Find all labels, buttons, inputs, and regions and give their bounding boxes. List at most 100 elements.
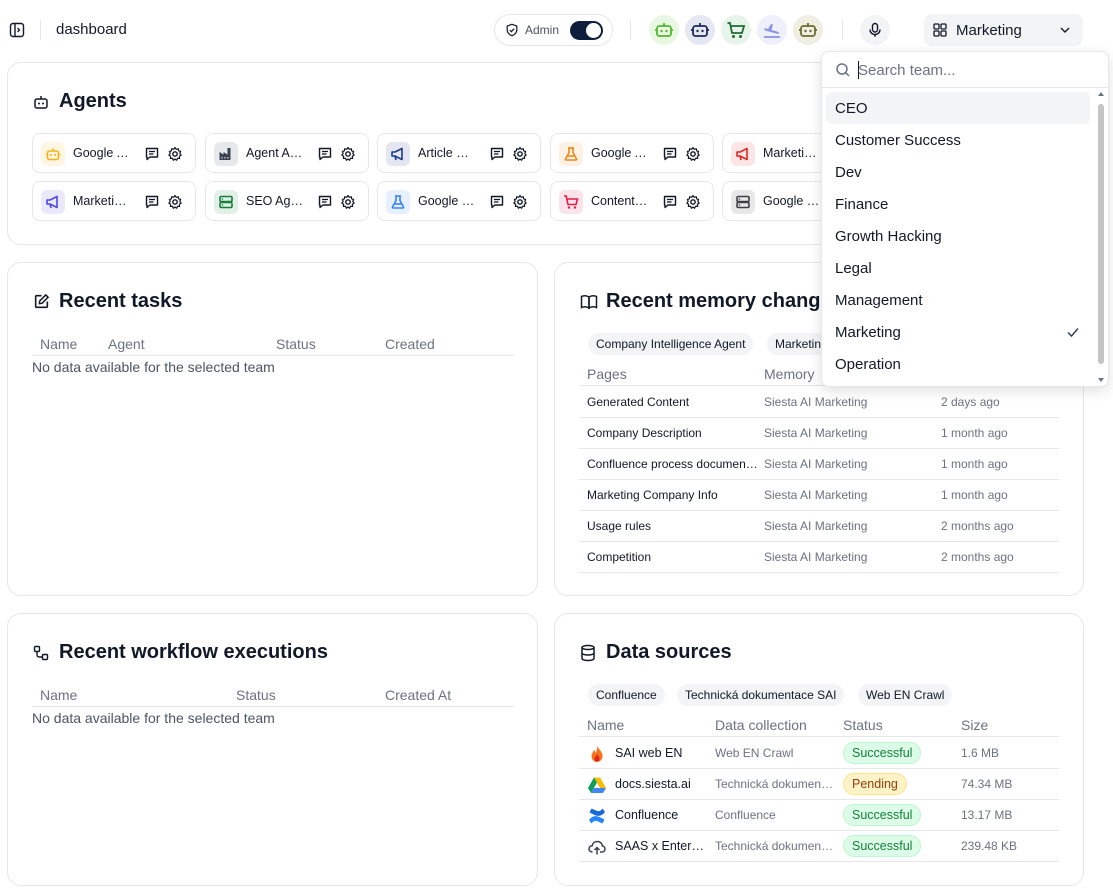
table-row[interactable]: Company Description Siesta AI Marketing 1 … [579,418,1059,449]
agent-name: Google Analytics [591,146,649,160]
column-header[interactable]: Pages [587,366,627,382]
agent-avatar-robot-olive[interactable] [793,15,823,45]
agent-chip[interactable]: Google Ads Agent [32,133,196,173]
memory-page: Company Description [587,426,702,440]
memory-name: Siesta AI Marketing [764,426,868,440]
chat-icon[interactable] [662,146,678,162]
memory-tag[interactable]: Company Intelligence Agent [588,333,754,355]
column-header[interactable]: Created [385,336,435,352]
agent-name: Google Ads Agent [73,146,131,160]
team-option[interactable]: Growth Hacking [826,220,1090,252]
data-source-name: SAAS x Enterprise [615,839,710,853]
agent-chip[interactable]: Marketing Researcher [32,181,196,221]
server-icon [731,190,755,214]
agent-chip[interactable]: Google Search Console [377,181,541,221]
chat-icon[interactable] [144,146,160,162]
memory-name: Siesta AI Marketing [764,519,868,533]
chat-icon[interactable] [662,194,678,210]
gear-icon[interactable] [167,194,183,210]
team-search-input[interactable] [858,60,1088,80]
scroll-down-icon[interactable] [1097,376,1105,384]
column-header[interactable]: Status [276,336,316,352]
sidebar-toggle-icon[interactable] [9,22,25,38]
memory-name: Siesta AI Marketing [764,550,868,564]
column-header[interactable]: Size [961,717,989,733]
server-icon [214,190,238,214]
data-collection: Technická dokumentace SAI [715,777,835,791]
gear-icon[interactable] [512,146,528,162]
memory-time: 2 months ago [941,519,1014,533]
agent-chip[interactable]: Article Reviewer [377,133,541,173]
admin-switch[interactable] [570,21,603,40]
microphone-button[interactable] [860,15,890,45]
header-divider [630,20,631,40]
agent-chip[interactable]: Google Analytics [550,133,714,173]
column-header[interactable]: Data collection [715,717,807,733]
memory-tag[interactable]: Marketing [767,333,836,355]
table-row[interactable]: Confluence process documentation Siesta A… [579,449,1059,480]
gear-icon[interactable] [685,146,701,162]
data-source-tag[interactable]: Technická dokumentace SAI [677,684,845,706]
table-row[interactable]: Marketing Company Info Siesta AI Marketin… [579,480,1059,511]
team-option[interactable]: Marketing [826,316,1090,348]
agent-avatar-plane[interactable] [757,15,787,45]
table-row[interactable]: Confluence Confluence Successful 13.17 MB [579,800,1059,831]
team-option-label: Management [835,291,923,309]
column-header[interactable]: Name [40,336,78,352]
agent-avatar-cart[interactable] [721,15,751,45]
gear-icon[interactable] [340,194,356,210]
column-header[interactable]: Created At [385,687,452,703]
chat-icon[interactable] [144,194,160,210]
team-dropdown: CEO Customer Success Dev Finance Growth Hack… [821,51,1109,387]
gear-icon[interactable] [340,146,356,162]
column-header[interactable]: Name [40,687,78,703]
dropdown-scrollbar[interactable] [1096,90,1106,386]
column-header[interactable]: Status [843,717,883,733]
team-option[interactable]: Finance [826,188,1090,220]
team-option-label: Legal [835,259,872,277]
team-option[interactable]: CEO [826,92,1090,124]
chat-icon[interactable] [317,146,333,162]
admin-toggle[interactable]: Admin [494,14,613,46]
data-source-tag[interactable]: Confluence [588,684,665,706]
team-option[interactable]: Management [826,284,1090,316]
agent-chip[interactable]: SEO Agent [205,181,369,221]
team-option[interactable]: Dev [826,156,1090,188]
agent-chip[interactable]: Content Creator [550,181,714,221]
agent-avatar-robot-green[interactable] [649,15,679,45]
recent-workflows-title: Recent workflow executions [59,641,328,663]
team-option[interactable]: Customer Success [826,124,1090,156]
robot-icon [655,23,673,37]
table-row[interactable]: Usage rules Siesta AI Marketing 2 months a… [579,511,1059,542]
robot-icon [691,23,709,37]
chat-icon[interactable] [489,146,505,162]
gear-icon[interactable] [512,194,528,210]
table-row[interactable]: docs.siesta.ai Technická dokumentace SAI P… [579,769,1059,800]
table-row[interactable]: Competition Siesta AI Marketing 2 months a… [579,542,1059,573]
scrollbar-thumb[interactable] [1098,104,1104,364]
data-source-tag[interactable]: Web EN Crawl [858,684,953,706]
chevron-down-icon [1060,27,1070,33]
confluence-icon [587,806,607,826]
table-row[interactable]: Generated Content Siesta AI Marketing 2 da… [579,387,1059,418]
status-badge: Successful [843,742,922,764]
agent-chip[interactable]: Agent Architect [205,133,369,173]
table-row[interactable]: SAI web EN Web EN Crawl Successful 1.6 MB [579,738,1059,769]
team-option[interactable]: Legal [826,252,1090,284]
memory-page: Generated Content [587,395,690,409]
team-option[interactable]: Operation [826,348,1090,380]
gear-icon[interactable] [685,194,701,210]
data-source-name: SAI web EN [615,746,683,760]
column-header[interactable]: Name [587,717,625,733]
agent-name: Content Creator [591,194,649,208]
team-select[interactable]: Marketing [924,14,1083,46]
column-header[interactable]: Status [236,687,276,703]
gear-icon[interactable] [167,146,183,162]
agent-avatar-robot-navy[interactable] [685,15,715,45]
scroll-up-icon[interactable] [1097,90,1105,98]
chat-icon[interactable] [317,194,333,210]
column-header[interactable]: Memory [764,366,815,382]
chat-icon[interactable] [489,194,505,210]
table-row[interactable]: SAAS x Enterprise Technická dokumentace S… [579,831,1059,862]
column-header[interactable]: Agent [108,336,145,352]
